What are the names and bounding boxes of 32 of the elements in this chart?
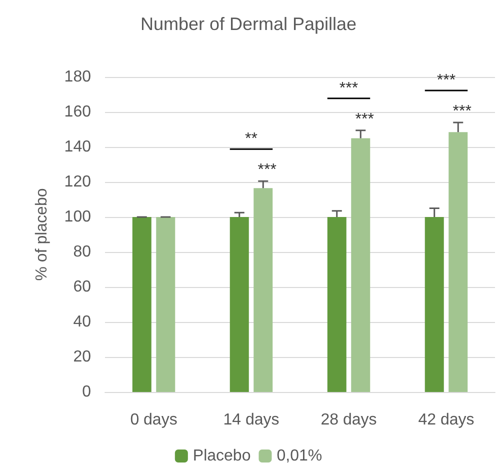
bar: [230, 217, 249, 392]
bar: [132, 217, 152, 392]
annotation: ***: [258, 162, 276, 179]
y-tick-label: 160: [64, 104, 92, 120]
y-tick-label: 140: [64, 138, 92, 156]
bar: [424, 217, 444, 392]
annotation: ***: [339, 80, 358, 97]
chart-title: Number of Dermal Papillae: [140, 14, 357, 34]
x-tick-label: 0 days: [130, 412, 178, 428]
y-tick-label: 180: [64, 68, 92, 86]
y-tick-label: 0: [82, 384, 92, 400]
y-tick-label: 40: [73, 314, 92, 330]
y-tick-label: 120: [64, 174, 92, 190]
bar: [254, 188, 273, 392]
y-tick-label: 60: [73, 278, 92, 296]
legend-label: 0,01%: [276, 448, 322, 464]
y-tick-label: 100: [64, 208, 92, 226]
bar: [448, 132, 468, 392]
bar: [156, 217, 176, 392]
y-axis-title: % of placebo: [34, 188, 50, 281]
annotation: ***: [452, 103, 472, 120]
bar: [327, 217, 346, 392]
bar: [351, 138, 370, 392]
y-tick-label: 80: [73, 244, 92, 260]
x-tick-label: 14 days: [223, 412, 280, 428]
annotation: ***: [355, 110, 374, 128]
annotation: **: [245, 130, 258, 148]
x-tick-label: 42 days: [418, 412, 474, 428]
y-tick-label: 20: [73, 348, 92, 366]
x-tick-label: 28 days: [320, 412, 377, 428]
legend-label: Placebo: [192, 448, 251, 464]
annotation: ***: [436, 72, 456, 89]
